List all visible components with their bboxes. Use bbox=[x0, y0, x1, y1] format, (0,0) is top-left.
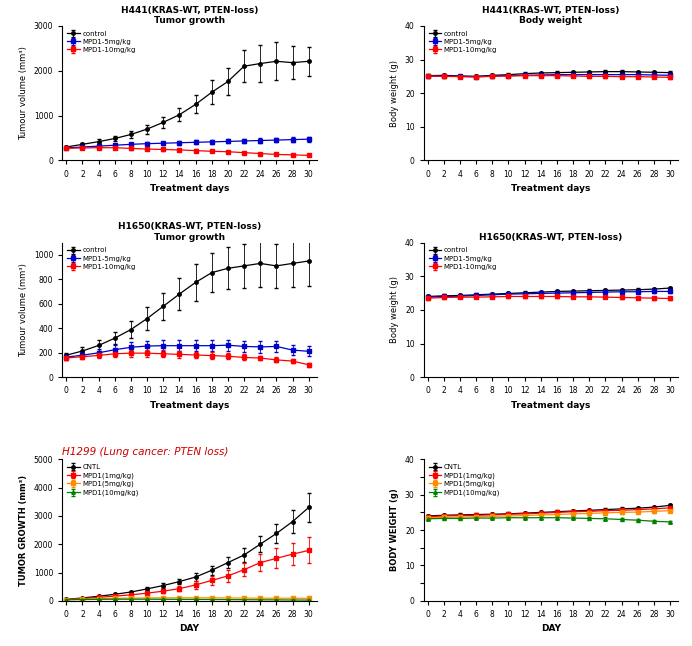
Title: H441(KRAS-WT, PTEN-loss)
Tumor growth: H441(KRAS-WT, PTEN-loss) Tumor growth bbox=[121, 6, 258, 25]
Legend: control, MPD1-5mg/kg, MPD1-10mg/kg: control, MPD1-5mg/kg, MPD1-10mg/kg bbox=[427, 246, 498, 271]
Legend: CNTL, MPD1(1mg/kg), MPD1(5mg/kg), MPD1(10mg/kg): CNTL, MPD1(1mg/kg), MPD1(5mg/kg), MPD1(1… bbox=[66, 463, 140, 497]
X-axis label: Treatment days: Treatment days bbox=[511, 401, 590, 410]
Y-axis label: Tumour volume (mm³): Tumour volume (mm³) bbox=[19, 263, 28, 357]
X-axis label: DAY: DAY bbox=[541, 625, 561, 633]
Y-axis label: Body weight (g): Body weight (g) bbox=[390, 276, 399, 344]
Text: H1299 (Lung cancer: PTEN loss): H1299 (Lung cancer: PTEN loss) bbox=[62, 447, 228, 457]
Legend: control, MPD1-5mg/kg, MPD1-10mg/kg: control, MPD1-5mg/kg, MPD1-10mg/kg bbox=[66, 29, 137, 54]
Legend: control, MPD1-5mg/kg, MPD1-10mg/kg: control, MPD1-5mg/kg, MPD1-10mg/kg bbox=[427, 29, 498, 54]
X-axis label: Treatment days: Treatment days bbox=[150, 401, 229, 410]
Legend: control, MPD1-5mg/kg, MPD1-10mg/kg: control, MPD1-5mg/kg, MPD1-10mg/kg bbox=[66, 246, 137, 271]
Y-axis label: TUMOR GROWTH (mm³): TUMOR GROWTH (mm³) bbox=[19, 475, 28, 586]
X-axis label: Treatment days: Treatment days bbox=[150, 184, 229, 193]
Y-axis label: Body weight (g): Body weight (g) bbox=[390, 59, 399, 127]
Title: H1650(KRAS-WT, PTEN-loss): H1650(KRAS-WT, PTEN-loss) bbox=[480, 233, 623, 242]
Title: H441(KRAS-WT, PTEN-loss)
Body weight: H441(KRAS-WT, PTEN-loss) Body weight bbox=[482, 6, 619, 25]
Legend: CNTL, MPD1(1mg/kg), MPD1(5mg/kg), MPD1(10mg/kg): CNTL, MPD1(1mg/kg), MPD1(5mg/kg), MPD1(1… bbox=[427, 463, 502, 497]
X-axis label: DAY: DAY bbox=[179, 625, 199, 633]
Y-axis label: Tumour volume (mm³): Tumour volume (mm³) bbox=[19, 47, 28, 140]
Y-axis label: BODY WEIGHT (g): BODY WEIGHT (g) bbox=[390, 489, 399, 572]
X-axis label: Treatment days: Treatment days bbox=[511, 184, 590, 193]
Title: H1650(KRAS-WT, PTEN-loss)
Tumor growth: H1650(KRAS-WT, PTEN-loss) Tumor growth bbox=[118, 222, 261, 242]
